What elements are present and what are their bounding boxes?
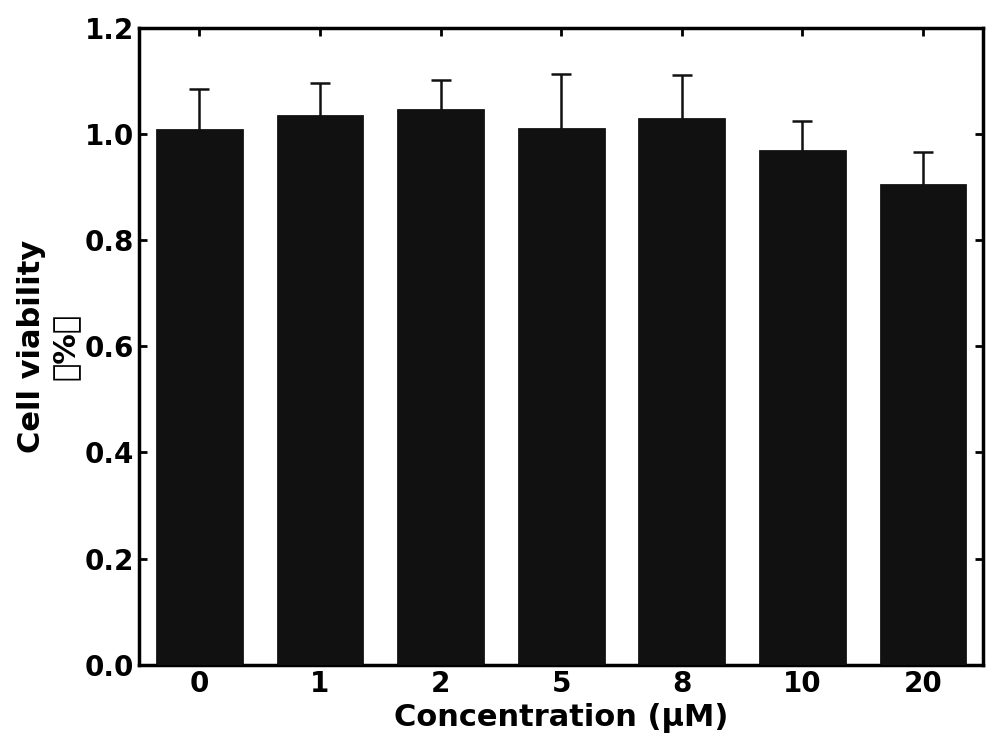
Bar	[759, 150, 846, 665]
Bar	[880, 184, 966, 665]
Bar	[518, 128, 605, 665]
Bar	[638, 118, 725, 665]
Bar	[156, 128, 243, 665]
X-axis label: Concentration (μM): Concentration (μM)	[394, 704, 728, 734]
Y-axis label: Cell viability
（%）: Cell viability （%）	[17, 240, 79, 453]
Bar	[277, 116, 363, 665]
Bar	[397, 109, 484, 665]
